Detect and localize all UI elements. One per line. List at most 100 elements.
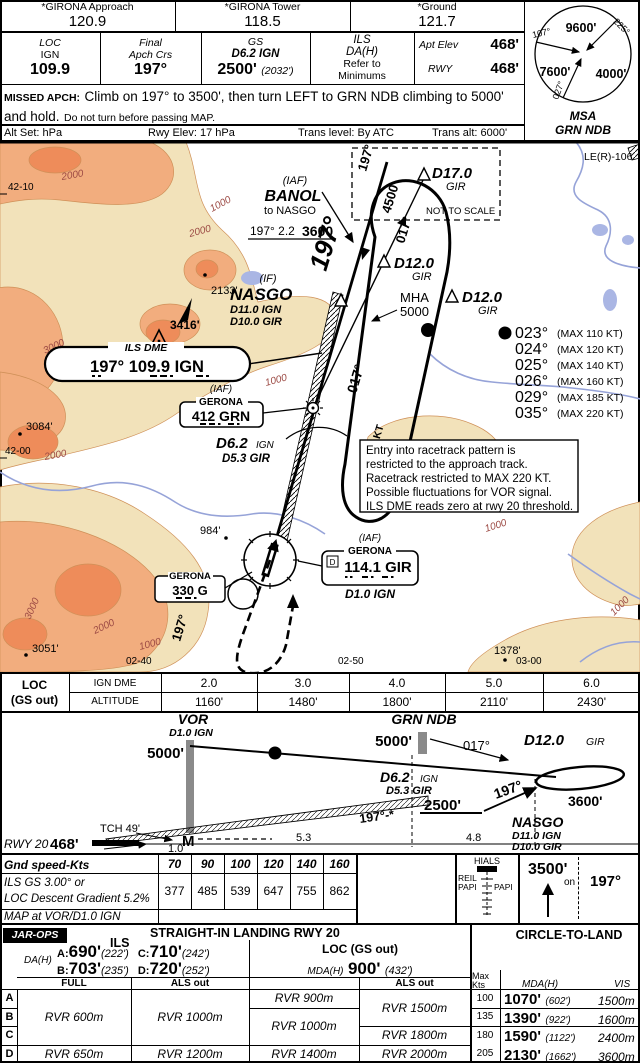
rvr-als-d: RVR 1200m <box>157 1046 223 1061</box>
altimeter-row: Alt Set: hPa Rwy Elev: 17 hPa Trans leve… <box>0 126 524 141</box>
fix-d12a: D12.0 <box>394 255 435 272</box>
rate-862: 862 <box>329 884 350 898</box>
alt-6: 2430' <box>577 694 606 709</box>
gs-alt: 2500' <box>217 61 257 79</box>
svg-text:1: 1 <box>502 328 507 338</box>
kts-160: 160 <box>329 857 350 871</box>
msa-panel: 9600' 7600' 4000' 225° 107° 027° MSA GRN… <box>524 0 640 140</box>
banol-name: BANOL <box>265 188 322 205</box>
mda-label: MDA(H) <box>307 966 344 977</box>
profile-3600: 3600' <box>568 793 602 809</box>
minimums-section: JAR-OPS ILS STRAIGHT-IN LANDING RWY 20 C… <box>0 925 640 1063</box>
rvr-full-abc: RVR 600m <box>44 1009 104 1024</box>
speed-max: (MAX 110 KT) <box>557 328 623 340</box>
ma-on: on <box>564 877 576 888</box>
da-a: 690' <box>68 942 102 961</box>
rwy-elev-value: 468' <box>490 59 519 77</box>
mha-alt: 5000 <box>400 304 429 319</box>
alt-4: 1800' <box>382 694 412 709</box>
dme-arc <box>285 426 348 439</box>
circle-row-c: 1590' (1122') 2400m <box>504 1028 635 1046</box>
gs-label: GS <box>247 36 264 49</box>
rvr-loc-d: RVR 1400m <box>271 1046 337 1061</box>
rvr-als2-d: RVR 2000m <box>381 1046 448 1061</box>
fix-d12b-gir: GIR <box>478 305 498 317</box>
fix-d17: D17.0 <box>432 165 473 182</box>
map-m-symbol: M <box>182 833 195 850</box>
ils-title: ILS <box>110 936 130 950</box>
msa-alt-left: 7600' <box>540 65 571 79</box>
circle-h-a: (602') <box>545 996 571 1007</box>
mda-height: (432') <box>384 965 413 977</box>
dme-3: 3.0 <box>294 676 312 690</box>
als-out-header-2: ALS out <box>395 977 434 989</box>
row-c: C <box>5 1029 14 1042</box>
comm-tower-name: *GIRONA Tower <box>224 1 301 13</box>
spot-1378: 1378' <box>494 645 521 657</box>
profile-2500: 2500' <box>424 797 461 814</box>
lon-02-50: 02-50 <box>338 656 364 667</box>
rate-377: 377 <box>164 884 185 898</box>
straight-in-title: STRAIGHT-IN LANDING RWY 20 <box>150 926 340 940</box>
rwy20-label: RWY 20 <box>4 837 49 851</box>
speed-max: (MAX 185 KT) <box>557 392 624 404</box>
comm-approach-freq: 120.9 <box>68 13 107 30</box>
gerona-lctr-box: GERONA 330 G <box>154 571 253 603</box>
morse-icon <box>200 422 240 425</box>
profile-vor: VOR <box>178 713 209 727</box>
vor-dme-d: D <box>330 558 336 567</box>
circle-row-d: 2130' (1662') 3600m <box>504 1047 635 1063</box>
runway-bar <box>92 840 139 846</box>
profile-d62: D6.2 <box>380 769 410 785</box>
rvr-full-d: RVR 650m <box>44 1046 104 1061</box>
frame-bottom <box>0 1061 640 1063</box>
da-a-h: (222') <box>101 948 129 960</box>
cat-d: D: <box>137 965 150 977</box>
vor-value: 114.1 GIR <box>344 559 412 576</box>
circle-h-b: (922') <box>545 1014 571 1026</box>
note-line: Possible fluctuations for VOR signal. <box>366 487 552 499</box>
kts-70: 70 <box>167 857 182 871</box>
msa-radial-225: 225° <box>612 16 633 37</box>
nasgo-name: NASGO <box>230 285 292 304</box>
profile-017: 017° <box>463 738 490 753</box>
max-kts-header: Max Kts <box>472 971 489 991</box>
da-b: 703' <box>68 959 102 978</box>
speed-crs: 026° <box>515 373 548 390</box>
circle-row-b: 1390' (922') 1600m <box>504 1010 635 1028</box>
loc-gradient-label: LOC Descent Gradient 5.2% <box>4 893 150 905</box>
contour-label: 1000 <box>484 517 509 534</box>
da-c: 710' <box>149 942 182 961</box>
dme-4: 4.0 <box>388 676 406 690</box>
note-line: ILS DME reads zero at rwy 20 threshold. <box>366 501 573 513</box>
circle-kts-b: 135 <box>476 1011 494 1023</box>
fix-d53-gir: D5.3 GIR <box>222 453 271 465</box>
profile-d12-gir: GIR <box>586 736 605 748</box>
final-crs-label2: Apch Crs <box>128 48 173 61</box>
svg-text:1: 1 <box>272 749 277 759</box>
rvr-als2-ab: RVR 1500m <box>381 1000 448 1015</box>
circle-vis-c: 2400m <box>598 1031 635 1045</box>
racetrack-speed-list: 1 023° (MAX 110 KT) 024° (MAX 120 KT) 02… <box>498 325 624 422</box>
loc-freq: 109.9 <box>29 60 71 78</box>
apt-elev-label: Apt Elev <box>419 38 459 51</box>
grn-name: GERONA <box>199 397 243 408</box>
contour-label: 1000 <box>208 194 233 214</box>
apt-elev-value: 468' <box>490 35 519 53</box>
profile-grn-alt: 5000' <box>375 733 412 750</box>
msa-alt-right: 4000' <box>596 67 627 81</box>
rate-485: 485 <box>197 884 218 898</box>
svg-text:1: 1 <box>425 325 431 336</box>
not-to-scale-label: NOT TO SCALE <box>426 206 495 217</box>
profile-nasgo: NASGO <box>512 814 563 830</box>
dme-2: 2.0 <box>200 676 218 690</box>
da-d: 720' <box>149 959 182 978</box>
restricted-flag-icon <box>627 143 640 160</box>
grn-position-bar <box>418 732 427 754</box>
refer-to: Refer to <box>343 58 381 71</box>
circle-row-a: 1070' (602') 1500m <box>504 991 635 1009</box>
profile-vor-alt: 5000' <box>147 745 184 762</box>
papi-left-label: PAPI <box>458 882 477 892</box>
dist-2: 5.3 <box>296 832 311 844</box>
course-197-box: 197° <box>355 142 377 172</box>
